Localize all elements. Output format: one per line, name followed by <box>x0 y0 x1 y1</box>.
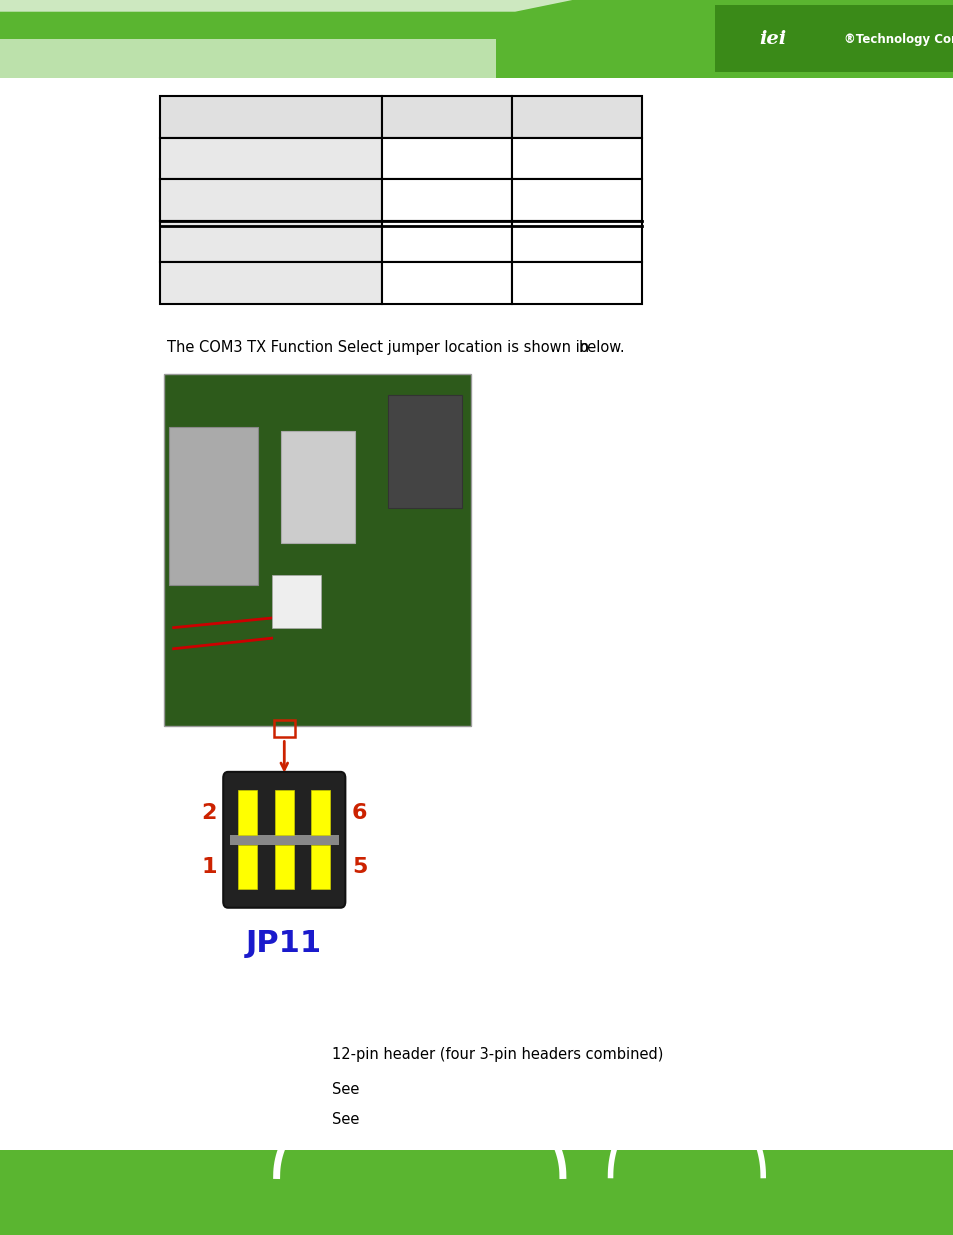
Bar <box>381 221 512 262</box>
Bar <box>512 262 641 304</box>
Text: 12-pin header (four 3-pin headers combined): 12-pin header (four 3-pin headers combin… <box>332 1047 662 1062</box>
PathPatch shape <box>0 0 572 11</box>
Text: ®Technology Corp.: ®Technology Corp. <box>843 32 953 46</box>
Text: iеi: iеi <box>759 30 785 48</box>
Text: 5: 5 <box>352 857 367 877</box>
Bar <box>381 179 512 221</box>
Bar <box>715 5 953 72</box>
Bar <box>238 790 257 835</box>
Bar <box>512 221 641 262</box>
Bar <box>512 179 641 221</box>
Text: The COM3 TX Function Select jumper location is shown in: The COM3 TX Function Select jumper locat… <box>167 340 588 354</box>
Bar <box>160 96 381 138</box>
Bar <box>381 96 512 138</box>
Bar <box>164 374 471 726</box>
Bar <box>160 179 381 221</box>
Bar <box>311 845 330 889</box>
Bar <box>311 790 330 835</box>
Bar <box>274 790 294 835</box>
Text: 1: 1 <box>201 857 216 877</box>
Bar <box>0 1150 953 1235</box>
FancyBboxPatch shape <box>223 772 345 908</box>
Bar <box>0 40 496 78</box>
Bar <box>238 845 257 889</box>
Bar <box>280 431 355 543</box>
Bar <box>272 574 320 627</box>
Bar <box>160 138 381 179</box>
Bar <box>160 221 381 262</box>
Bar <box>512 138 641 179</box>
Bar <box>169 427 257 585</box>
Text: 2: 2 <box>201 803 216 823</box>
Bar <box>512 96 641 138</box>
Text: JP11: JP11 <box>246 929 322 957</box>
Bar <box>274 845 294 889</box>
Bar <box>160 262 381 304</box>
Text: See: See <box>332 1112 359 1126</box>
Bar <box>230 835 338 845</box>
Bar <box>274 720 294 737</box>
Bar <box>381 138 512 179</box>
Text: 6: 6 <box>352 803 367 823</box>
Text: below.: below. <box>578 340 625 354</box>
Bar <box>381 262 512 304</box>
Bar <box>388 395 461 508</box>
Text: See: See <box>332 1082 359 1097</box>
Bar <box>0 0 953 78</box>
